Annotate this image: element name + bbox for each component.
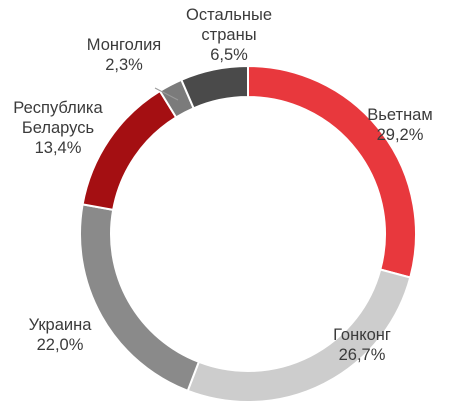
slice-name-0-line-0: Вьетнам — [367, 106, 432, 124]
leader-lines-layer — [154, 87, 179, 101]
slice-label-4: Монголия 2,3% — [87, 36, 161, 74]
slice-name-5-line-0: Остальные — [186, 6, 272, 24]
slice-name-3-line-0: Республика — [13, 99, 103, 117]
slice-value-1: 26,7% — [339, 346, 386, 364]
labels-layer: Вьетнам 29,2% Гонконг 26,7% Украина 22,0% Респ… — [13, 6, 432, 364]
slice-name-5-line-1: страны — [201, 26, 256, 44]
slice-0 — [247, 64, 417, 279]
slice-name-3-line-1: Беларусь — [22, 119, 94, 137]
slice-value-3: 13,4% — [35, 139, 82, 157]
slice-name-2-line-0: Украина — [29, 316, 93, 334]
slice-label-1: Гонконг 26,7% — [333, 326, 391, 364]
slice-value-0: 29,2% — [377, 126, 424, 144]
slice-value-4: 2,3% — [105, 56, 143, 74]
leader-line-4 — [154, 87, 179, 101]
slice-value-5: 6,5% — [210, 46, 248, 64]
slice-label-2: Украина 22,0% — [29, 316, 93, 354]
slice-value-2: 22,0% — [37, 336, 84, 354]
slice-5 — [180, 64, 249, 110]
slice-label-5: Остальные страны 6,5% — [186, 6, 272, 64]
slice-name-4-line-0: Монголия — [87, 36, 161, 54]
slice-label-0: Вьетнам 29,2% — [367, 106, 432, 144]
slice-label-3: Республика Беларусь 13,4% — [13, 99, 103, 157]
slice-name-1-line-0: Гонконг — [333, 326, 391, 344]
slices-layer — [79, 64, 417, 403]
slice-2 — [79, 203, 201, 393]
